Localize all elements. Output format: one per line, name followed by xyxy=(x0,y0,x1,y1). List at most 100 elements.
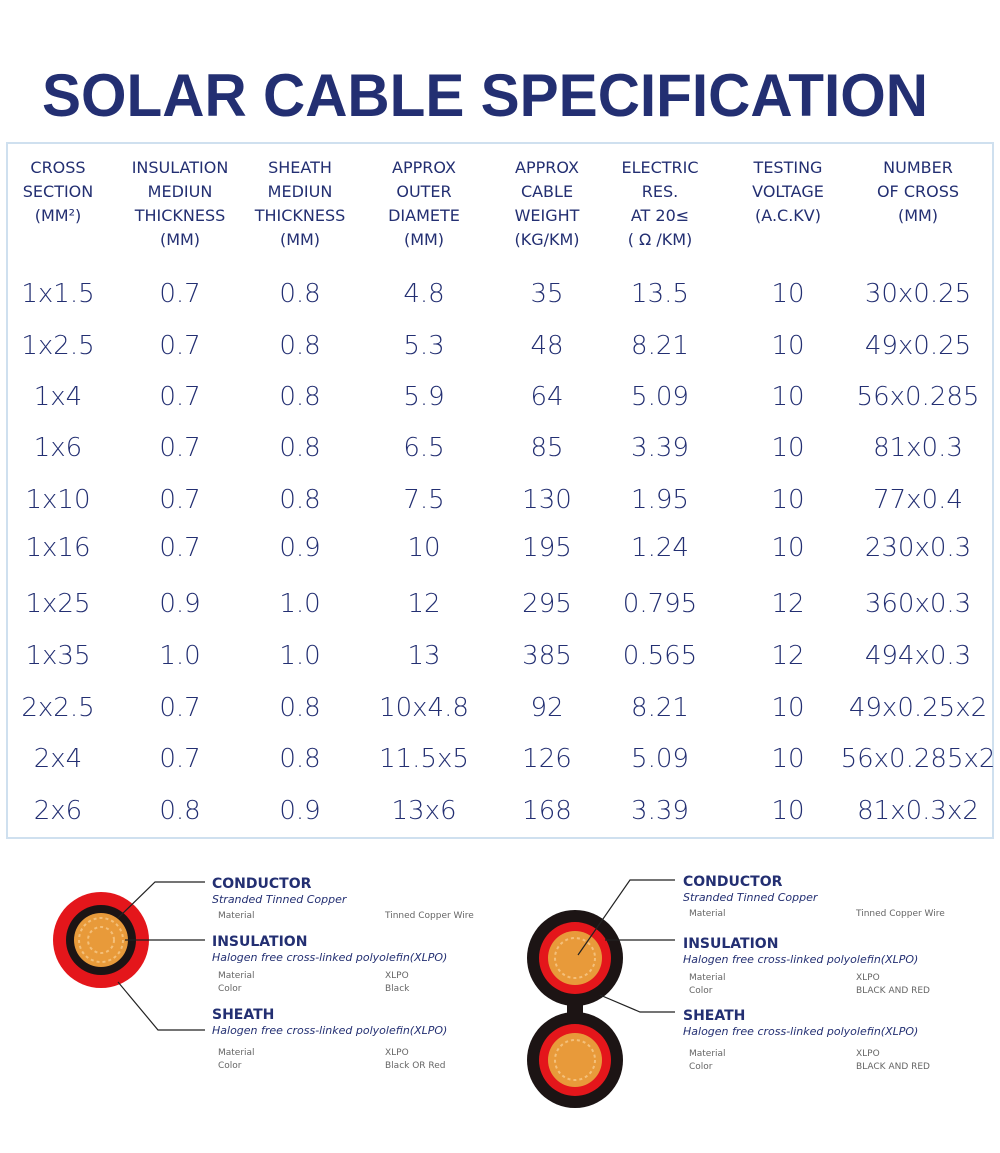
property-value: BLACK AND RED xyxy=(856,986,930,996)
table-cell: 295 xyxy=(522,589,572,619)
table-cell: 0.8 xyxy=(279,693,320,723)
table-cell: 10 xyxy=(771,744,804,774)
table-cell: 12 xyxy=(771,589,804,619)
table-cell: 56x0.285x2 xyxy=(841,744,996,774)
property-label: Material xyxy=(218,1048,255,1058)
section-description: Halogen free cross-linked polyolefin(XLP… xyxy=(683,953,918,966)
column-header: APPROX xyxy=(392,158,456,177)
table-cell: 10 xyxy=(771,485,804,515)
section-name: SHEATH xyxy=(683,1008,745,1024)
section-description: Stranded Tinned Copper xyxy=(683,891,819,904)
table-cell: 10 xyxy=(771,279,804,309)
table-cell: 0.7 xyxy=(159,433,200,463)
section-name: INSULATION xyxy=(683,936,778,952)
column-header: RES. xyxy=(642,182,678,201)
column-header: (MM²) xyxy=(35,206,82,225)
column-header: (MM) xyxy=(280,230,320,249)
table-cell: 0.8 xyxy=(279,485,320,515)
table-cell: 1x16 xyxy=(25,533,90,563)
table-cell: 1.0 xyxy=(279,589,320,619)
table-cell: 13 xyxy=(407,641,440,671)
column-header: SHEATH xyxy=(268,158,332,177)
column-header: AT 20≤ xyxy=(631,206,689,225)
column-header: CROSS xyxy=(30,158,85,177)
leader-lines xyxy=(117,881,205,1031)
property-value: BLACK AND RED xyxy=(856,1062,930,1072)
table-cell: 360x0.3 xyxy=(865,589,971,619)
property-label: Material xyxy=(689,973,726,983)
table-cell: 13.5 xyxy=(631,279,689,309)
table-cell: 64 xyxy=(530,382,563,412)
table-cell: 0.7 xyxy=(159,693,200,723)
column-header: (KG/KM) xyxy=(514,230,579,249)
table-cell: 10 xyxy=(771,331,804,361)
table-cell: 0.8 xyxy=(279,433,320,463)
table-cell: 13x6 xyxy=(391,796,456,826)
table-cell: 2x4 xyxy=(34,744,82,774)
column-header: SECTION xyxy=(23,182,94,201)
property-value: Tinned Copper Wire xyxy=(384,911,474,921)
table-cell: 4.8 xyxy=(403,279,444,309)
column-header: DIAMETE xyxy=(388,206,460,225)
table-cell: 0.8 xyxy=(279,744,320,774)
section-name: INSULATION xyxy=(212,934,307,950)
section-name: SHEATH xyxy=(212,1007,274,1023)
column-header: (MM) xyxy=(898,206,938,225)
table-cell: 1x2.5 xyxy=(21,331,94,361)
property-label: Color xyxy=(218,984,242,994)
page-title: SOLAR CABLE SPECIFICATION xyxy=(42,62,928,129)
column-header: (MM) xyxy=(404,230,444,249)
table-cell: 0.9 xyxy=(279,796,320,826)
table-cell: 1x1.5 xyxy=(21,279,94,309)
section-description: Halogen free cross-linked polyolefin(XLP… xyxy=(683,1025,918,1038)
column-header: THICKNESS xyxy=(134,206,226,225)
table-cell: 10 xyxy=(771,433,804,463)
table-cell: 230x0.3 xyxy=(865,533,971,563)
table-cell: 0.7 xyxy=(159,279,200,309)
table-cell: 5.9 xyxy=(403,382,444,412)
section-name: CONDUCTOR xyxy=(212,876,312,892)
table-cell: 12 xyxy=(771,641,804,671)
column-header: INSULATION xyxy=(132,158,229,177)
column-header: OF CROSS xyxy=(877,182,959,201)
property-value: Black OR Red xyxy=(385,1061,446,1071)
column-header: OUTER xyxy=(396,182,451,201)
table-cell: 81x0.3x2 xyxy=(857,796,979,826)
table-cell: 0.7 xyxy=(159,485,200,515)
property-value: Tinned Copper Wire xyxy=(855,909,945,919)
column-header: (A.C.KV) xyxy=(755,206,821,225)
property-label: Color xyxy=(218,1061,242,1071)
table-cell: 5.3 xyxy=(403,331,444,361)
table-cell: 12 xyxy=(407,589,440,619)
column-header: VOLTAGE xyxy=(752,182,824,201)
property-label: Color xyxy=(689,986,713,996)
section-description: Halogen free cross-linked polyolefin(XLP… xyxy=(212,1024,447,1037)
table-cell: 56x0.285 xyxy=(857,382,980,412)
column-header: (MM) xyxy=(160,230,200,249)
table-cell: 0.795 xyxy=(623,589,697,619)
property-label: Material xyxy=(689,909,726,919)
table-cell: 3.39 xyxy=(631,796,689,826)
table-cell: 92 xyxy=(530,693,563,723)
table-cell: 8.21 xyxy=(631,693,689,723)
table-cell: 0.8 xyxy=(159,796,200,826)
table-cell: 1.95 xyxy=(631,485,689,515)
table-cell: 0.8 xyxy=(279,382,320,412)
table-cell: 0.8 xyxy=(279,279,320,309)
table-cell: 0.565 xyxy=(623,641,697,671)
table-cell: 10 xyxy=(771,533,804,563)
table-cell: 7.5 xyxy=(403,485,444,515)
table-cell: 2x2.5 xyxy=(21,693,94,723)
table-cell: 85 xyxy=(530,433,563,463)
table-cell: 48 xyxy=(530,331,563,361)
table-cell: 5.09 xyxy=(631,382,689,412)
table-cell: 1x35 xyxy=(25,641,90,671)
twin-core-cable xyxy=(527,910,623,1108)
table-cell: 10 xyxy=(771,382,804,412)
table-frame xyxy=(6,142,994,839)
column-header: TESTING xyxy=(753,158,823,177)
section-description: Stranded Tinned Copper xyxy=(212,893,348,906)
column-header: MEDIUN xyxy=(268,182,333,201)
table-cell: 1.0 xyxy=(159,641,200,671)
